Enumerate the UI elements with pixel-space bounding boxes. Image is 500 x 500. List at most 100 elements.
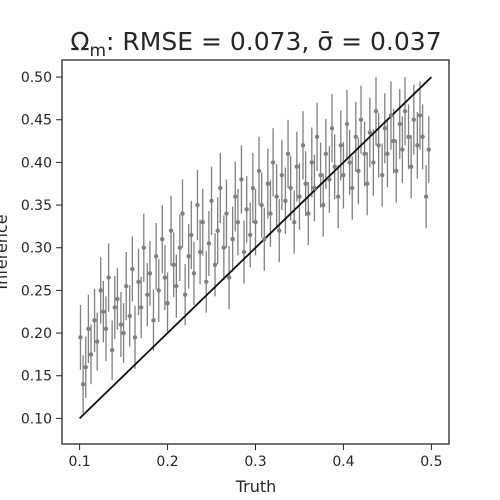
data-point [212,262,218,267]
identity-line [78,76,433,420]
data-point [297,194,302,199]
data-point [180,211,185,216]
data-points [78,109,431,387]
data-point [215,228,220,233]
data-point [177,245,183,250]
x-tick-label: 0.2 [156,454,178,470]
data-point [239,177,244,182]
y-tick-label: 0.45 [21,113,52,129]
x-axis-ticks: 0.1 0.2 0.3 0.4 0.5 [68,444,443,470]
x-tick-label: 0.3 [244,454,266,470]
data-point [83,365,88,370]
data-point [382,126,387,131]
data-point [112,305,117,310]
data-point [153,254,159,259]
y-axis-label: Inference [0,214,11,289]
data-point [241,249,247,255]
data-point [256,168,262,174]
data-point [327,177,332,182]
data-point [365,181,370,186]
data-point [130,266,135,272]
data-point [262,237,267,242]
data-point [397,121,402,127]
data-point [103,326,109,331]
data-point [277,228,282,233]
data-point [362,151,367,157]
y-tick-label: 0.50 [21,70,52,86]
y-tick-label: 0.10 [21,411,52,427]
data-point [400,147,405,152]
data-point [191,271,197,276]
data-point [162,275,168,280]
y-axis-ticks: 0.10 0.15 0.20 0.25 0.30 0.35 0.40 0.45 0.50 [21,70,62,427]
data-point [318,173,323,178]
data-point [312,185,317,191]
data-point [356,168,361,174]
data-point [127,313,132,319]
data-point [141,245,146,250]
title-rmse: : RMSE = 0.073, [106,27,317,56]
data-point [98,288,103,293]
data-point [221,245,227,250]
data-point [285,151,291,157]
data-point [165,301,170,306]
data-point [358,117,364,122]
data-point [376,143,381,148]
data-point [197,249,203,255]
data-point [88,352,94,357]
data-point [341,173,346,178]
data-point [411,117,417,122]
data-point [294,164,300,169]
data-point [265,181,271,186]
data-point [279,173,285,178]
data-point [218,185,223,191]
data-point [329,126,335,131]
y-tick-label: 0.35 [21,198,52,214]
data-point [136,279,141,285]
data-point [394,168,399,174]
data-point [206,241,212,246]
data-point [417,113,423,118]
data-point [309,160,314,165]
title-sigma-symbol: σ̄ [317,27,333,56]
x-axis-label: Truth [235,477,277,496]
data-point [259,202,264,208]
data-point [230,237,235,242]
data-point [109,347,115,353]
data-point [323,151,329,157]
data-point [244,207,249,212]
data-point [80,382,86,387]
data-point [423,194,429,199]
x-tick-label: 0.5 [420,454,442,470]
data-point [182,292,188,297]
data-point [268,211,273,216]
data-point [371,160,376,165]
error-bars [79,77,430,414]
plot-area [78,76,433,420]
data-point [226,275,232,280]
x-tick-label: 0.4 [332,454,354,470]
data-point [338,143,344,148]
data-point [332,164,337,169]
data-point [408,164,414,169]
y-tick-label: 0.20 [21,326,52,342]
data-point [94,339,100,344]
data-point [373,109,379,114]
data-point [156,288,161,293]
data-point [402,109,408,114]
data-point [391,138,396,144]
data-point [283,198,288,203]
title-symbol: Ω [70,27,89,56]
data-point [132,335,138,340]
title-sigma-value: = 0.037 [333,27,441,56]
data-point [314,134,320,139]
data-point [115,296,120,302]
data-point [171,262,176,267]
data-point [174,283,179,289]
data-point [224,211,229,216]
data-point [248,232,253,238]
data-point [292,219,297,225]
data-point [379,173,385,178]
data-point [121,330,126,336]
